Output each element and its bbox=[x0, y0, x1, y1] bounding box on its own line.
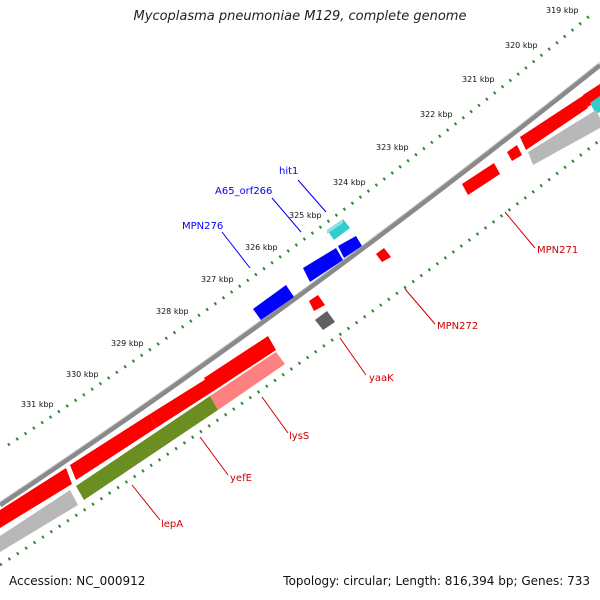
ruler-tick-label: 320 kbp bbox=[505, 41, 538, 50]
genome-summary-text: Topology: circular; Length: 816,394 bp; … bbox=[283, 574, 590, 588]
gene-yefe bbox=[76, 396, 218, 500]
gene-label: MPN271 bbox=[537, 245, 578, 256]
gene-label: A65_orf266 bbox=[215, 186, 272, 197]
ruler-tick-label: 326 kbp bbox=[245, 243, 278, 252]
gene-a65-orf266 bbox=[303, 236, 362, 282]
ruler-tick-label: 331 kbp bbox=[21, 400, 54, 409]
gene-label: yefE bbox=[230, 473, 252, 484]
gene-yaak bbox=[315, 311, 335, 330]
genome-backbone bbox=[0, 63, 600, 508]
gene-lyss bbox=[210, 352, 285, 410]
ruler-tick-label: 327 kbp bbox=[201, 275, 234, 284]
label-leader-lines bbox=[131, 179, 536, 521]
inner-ruler-ring bbox=[0, 138, 600, 567]
ruler-tick-label: 322 kbp bbox=[420, 110, 453, 119]
gene-mpn276 bbox=[253, 285, 294, 320]
map-title: Mycoplasma pneumoniae M129, complete gen… bbox=[133, 9, 467, 24]
gene-label: lepA bbox=[161, 519, 183, 530]
ruler-tick-label: 329 kbp bbox=[111, 339, 144, 348]
gene-label: yaaK bbox=[369, 373, 394, 384]
ruler-tick-label: 325 kbp bbox=[289, 211, 322, 220]
ruler-tick-label: 324 kbp bbox=[333, 178, 366, 187]
gene-lepa bbox=[0, 490, 78, 552]
ruler-tick-label: 321 kbp bbox=[462, 75, 495, 84]
gene-hit1 bbox=[327, 219, 350, 240]
gene-labels: hit1 A65_orf266 MPN276 MPN271 MPN272 yaaK lysS… bbox=[161, 166, 578, 530]
accession-text: Accession: NC_000912 bbox=[9, 574, 146, 588]
gene-label: lysS bbox=[289, 431, 309, 442]
gene-forward-strand-lower bbox=[0, 336, 276, 528]
gene-mpn271-block bbox=[462, 145, 522, 195]
gene-label: hit1 bbox=[279, 166, 298, 177]
gene-label: MPN272 bbox=[437, 321, 478, 332]
gene-block-upper-right bbox=[520, 84, 600, 165]
gene-mpn272 bbox=[309, 248, 391, 311]
genome-backbone-highlight bbox=[0, 61, 600, 503]
gene-label: MPN276 bbox=[182, 221, 223, 232]
ruler-tick-label: 319 kbp bbox=[546, 6, 579, 15]
outer-ruler-ring bbox=[7, 12, 593, 447]
ruler-tick-label: 323 kbp bbox=[376, 143, 409, 152]
ruler-tick-label: 330 kbp bbox=[66, 370, 99, 379]
ruler-tick-labels: 319 kbp 320 kbp 321 kbp 322 kbp 323 kbp 324 k… bbox=[21, 6, 579, 409]
ruler-tick-label: 328 kbp bbox=[156, 307, 189, 316]
